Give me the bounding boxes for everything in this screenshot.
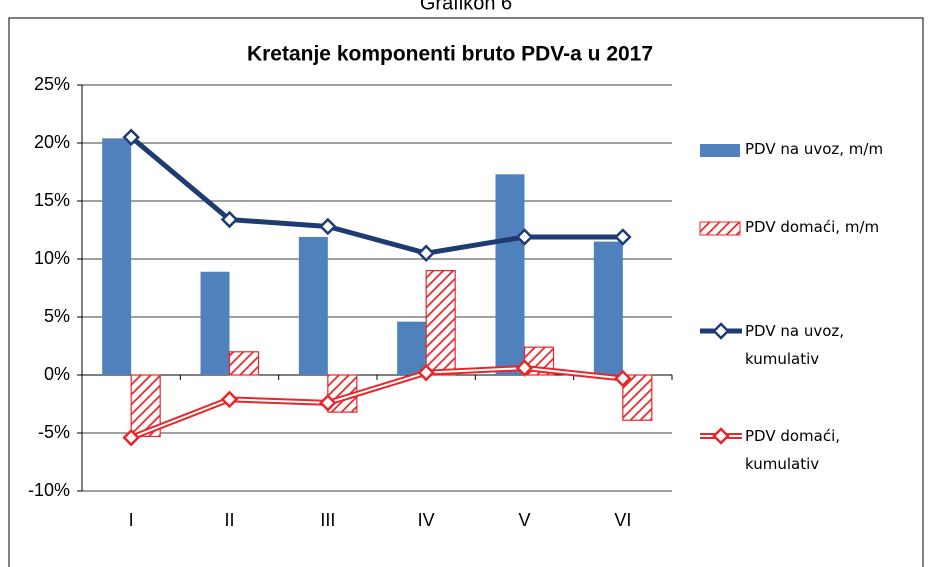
marker: [614, 369, 632, 388]
marker: [122, 128, 140, 146]
x-tick-label: I: [129, 510, 134, 530]
bar: [200, 271, 230, 375]
line: [129, 135, 623, 256]
legend-marker: [712, 427, 730, 445]
marker: [515, 228, 534, 246]
marker: [220, 390, 239, 409]
y-tick-label: -10%: [28, 480, 70, 500]
legend-label: PDV domaći, kumulativ: [745, 427, 841, 473]
y-tick-label: 5%: [44, 306, 70, 326]
bar: [397, 321, 427, 375]
legend-marker: [712, 322, 730, 340]
bar: [622, 374, 653, 421]
line-inner: [130, 367, 623, 439]
legend-swatch: [700, 144, 740, 157]
x-tick-label: III: [320, 510, 335, 530]
marker: [319, 217, 337, 236]
marker: [614, 228, 632, 246]
x-tick-label: V: [518, 510, 530, 530]
marker: [319, 394, 337, 412]
x-tick-label: II: [224, 510, 234, 530]
bar: [228, 351, 260, 376]
y-tick-label: 0%: [44, 364, 70, 384]
caption: Grafikon 6: [420, 0, 512, 14]
bar: [102, 138, 132, 375]
bar: [495, 174, 525, 375]
legend-label: PDV na uvoz, kumulativ: [745, 322, 845, 368]
x-tick-label: IV: [418, 510, 435, 530]
frame: [8, 17, 924, 567]
y-tick-label: 10%: [34, 248, 70, 268]
chart-title: Kretanje komponenti bruto PDV-a u 2017: [247, 43, 653, 66]
y-tick-label: -5%: [38, 422, 70, 442]
y-tick-label: 15%: [34, 190, 70, 210]
marker: [417, 363, 435, 382]
legend-label: PDV na uvoz, m/m: [745, 140, 884, 158]
marker: [122, 428, 140, 447]
legend-swatch: [699, 221, 741, 236]
marker: [220, 210, 239, 229]
y-tick-label: 20%: [34, 132, 70, 152]
bar: [298, 236, 328, 375]
marker: [515, 359, 534, 377]
bar: [593, 241, 623, 375]
x-tick-label: VI: [614, 510, 631, 530]
y-tick-label: 25%: [34, 74, 70, 94]
legend-label: PDV domaći, m/m: [745, 218, 880, 236]
bar: [425, 270, 456, 376]
marker: [417, 244, 435, 262]
